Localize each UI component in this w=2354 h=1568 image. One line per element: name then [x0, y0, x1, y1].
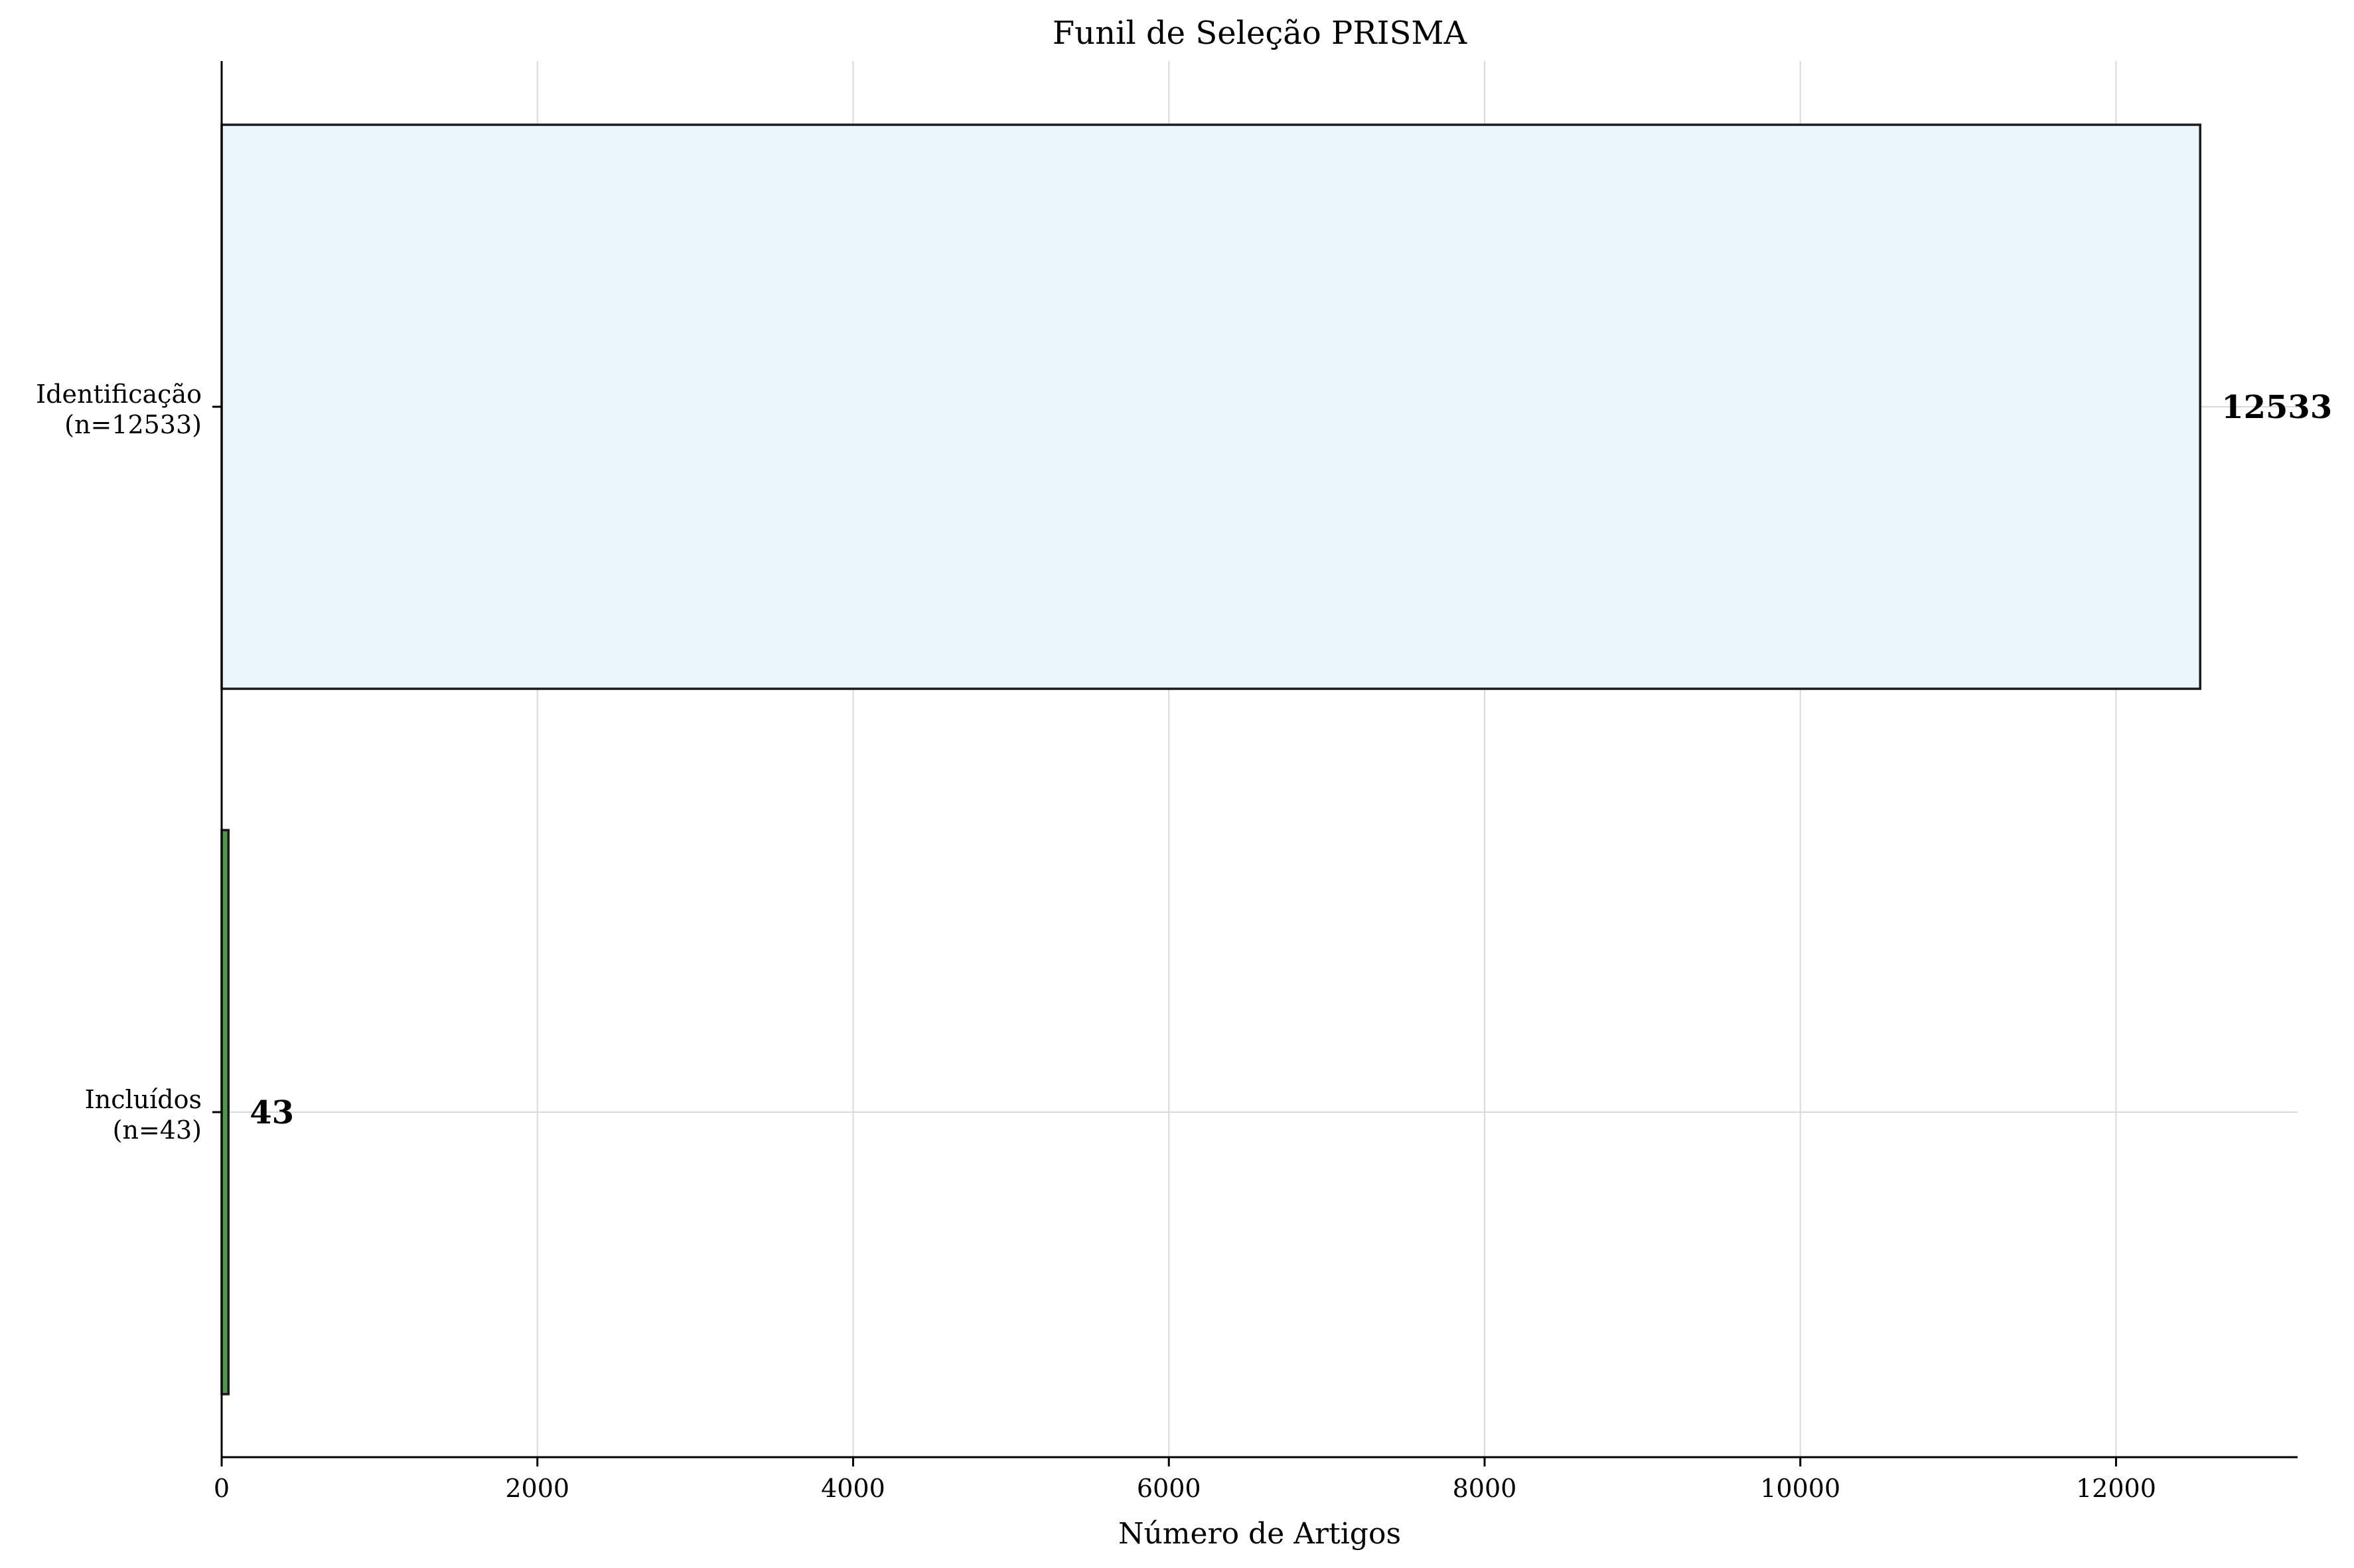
y-category-count-label: (n=12533) [64, 410, 202, 439]
value-labels: 12533 43 [250, 389, 2332, 1131]
x-tick-label: 12000 [2076, 1474, 2156, 1503]
bar-incluidos [220, 829, 230, 1395]
x-tick-label: 0 [214, 1474, 230, 1503]
bar-value-label: 43 [250, 1094, 294, 1131]
x-tick-label: 8000 [1453, 1474, 1517, 1503]
x-tick-label: 10000 [1760, 1474, 1840, 1503]
axes-spines [220, 61, 2298, 1459]
chart-title: Funil de Seleção PRISMA [1053, 15, 1468, 52]
x-tick-label: 2000 [505, 1474, 569, 1503]
bar-value-label: 12533 [2221, 389, 2332, 426]
bar-identificacao [220, 123, 2201, 690]
bars [220, 123, 2201, 1395]
x-tick-label: 4000 [821, 1474, 885, 1503]
y-category-label: Identificação [36, 380, 202, 409]
y-category-count-label: (n=43) [113, 1115, 202, 1145]
x-tick-label: 6000 [1137, 1474, 1201, 1503]
y-category-label: Incluídos [85, 1085, 202, 1114]
y-axis-categories: Identificação(n=12533) Incluídos(n=43) [36, 380, 222, 1145]
x-axis-label: Número de Artigos [1118, 1517, 1401, 1551]
x-axis-ticks: 0 2000 4000 6000 8000 10000 12000 [214, 1457, 2156, 1503]
